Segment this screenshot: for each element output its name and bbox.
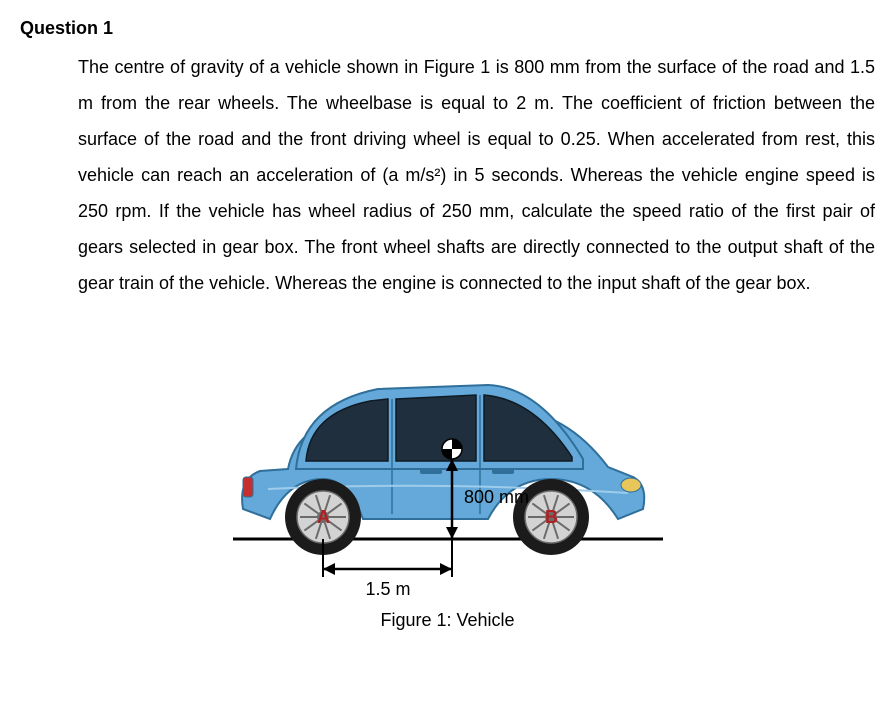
question-body: The centre of gravity of a vehicle shown… bbox=[78, 49, 875, 301]
question-heading: Question 1 bbox=[20, 18, 875, 39]
svg-text:B: B bbox=[545, 507, 558, 527]
svg-text:A: A bbox=[317, 507, 330, 527]
svg-text:800 mm: 800 mm bbox=[464, 487, 529, 507]
figure-caption: Figure 1: Vehicle bbox=[20, 610, 875, 631]
vehicle-figure: A B 800 mm 1.5 m bbox=[188, 309, 708, 599]
svg-text:1.5 m: 1.5 m bbox=[365, 579, 410, 599]
figure-container: A B 800 mm 1.5 m Figure 1: Vehicle bbox=[20, 309, 875, 631]
